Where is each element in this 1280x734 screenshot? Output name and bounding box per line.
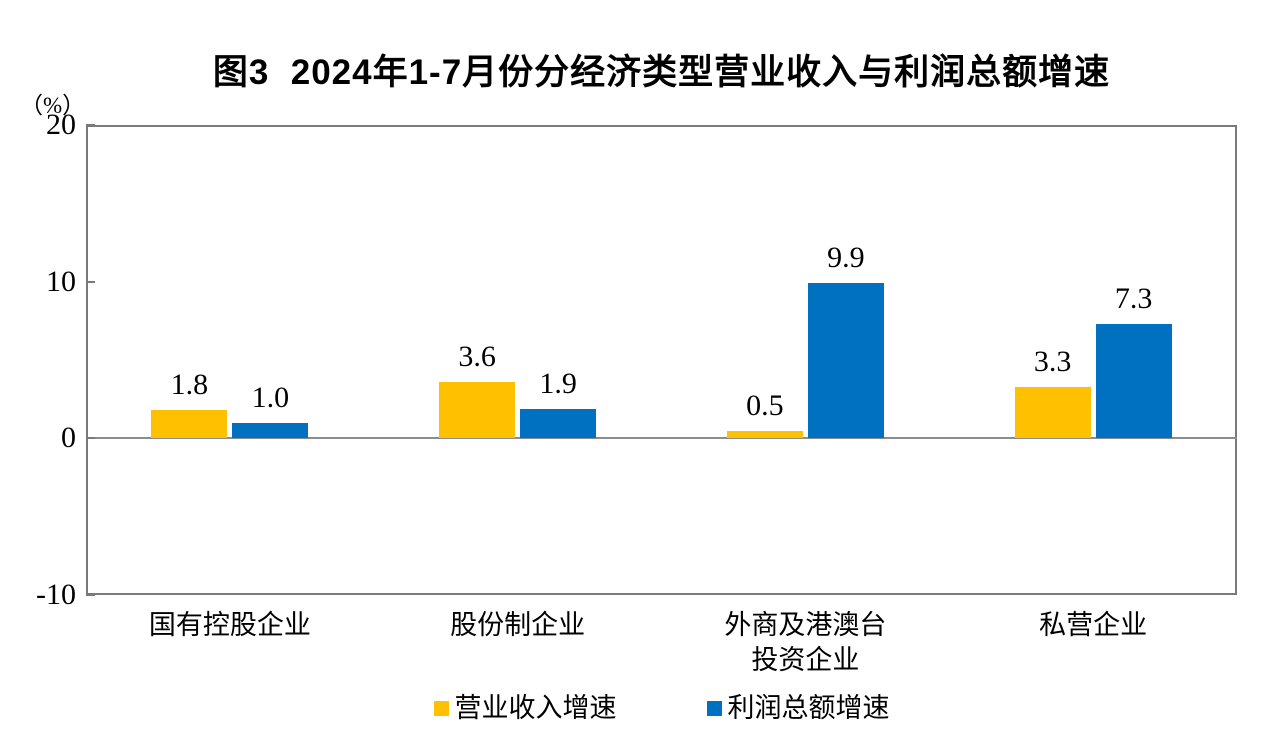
bar-revenue (439, 381, 516, 439)
bar-value-label: 0.5 (746, 388, 784, 422)
bar-value-label: 3.3 (1033, 344, 1072, 378)
bar-value-label: 1.8 (170, 368, 209, 402)
legend-label: 利润总额增速 (727, 693, 890, 723)
bar-value-label: 9.9 (827, 241, 865, 275)
zero-gridline (86, 437, 1237, 440)
bar-revenue (1014, 386, 1091, 439)
y-axis-tick (86, 124, 95, 126)
x-axis-category-label: 外商及港澳台 投资企业 (724, 610, 887, 675)
bar-value-label: 3.6 (458, 339, 496, 373)
legend-item: 营业收入增速 (433, 693, 617, 723)
y-axis-tick-label: -10 (36, 578, 76, 611)
chart-title: 图3 2024年1-7月份分经济类型营业收入与利润总额增速 (212, 53, 1111, 92)
y-axis-tick (86, 280, 95, 283)
bar-profit (1095, 323, 1172, 439)
x-axis-category-label: 私营企业 (1039, 610, 1148, 640)
bar-profit (807, 283, 884, 439)
plot-area (86, 125, 1237, 595)
chart-legend: 营业收入增速 利润总额增速 (86, 693, 1237, 723)
y-axis-tick (86, 437, 95, 440)
y-axis-tick-label: 0 (61, 421, 76, 455)
x-axis-category-label: 股份制企业 (450, 610, 586, 640)
y-axis-tick-label: 20 (46, 108, 76, 141)
bar-value-label: 7.3 (1114, 281, 1153, 315)
y-axis-tick-label: 10 (46, 264, 76, 298)
bar-profit (232, 422, 309, 439)
legend-swatch-icon (433, 700, 449, 716)
legend-swatch-icon (706, 700, 722, 716)
legend-label: 营业收入增速 (454, 693, 617, 723)
legend-item: 利润总额增速 (706, 693, 890, 723)
y-axis-tick (86, 594, 95, 596)
bar-profit (520, 408, 597, 439)
bar-revenue (151, 410, 228, 439)
bar-value-label: 1.0 (251, 380, 290, 414)
bar-revenue (726, 430, 803, 439)
bar-value-label: 1.9 (539, 366, 577, 400)
y-axis-unit-label: （%） (20, 93, 86, 118)
x-axis-category-label: 国有控股企业 (148, 610, 311, 640)
